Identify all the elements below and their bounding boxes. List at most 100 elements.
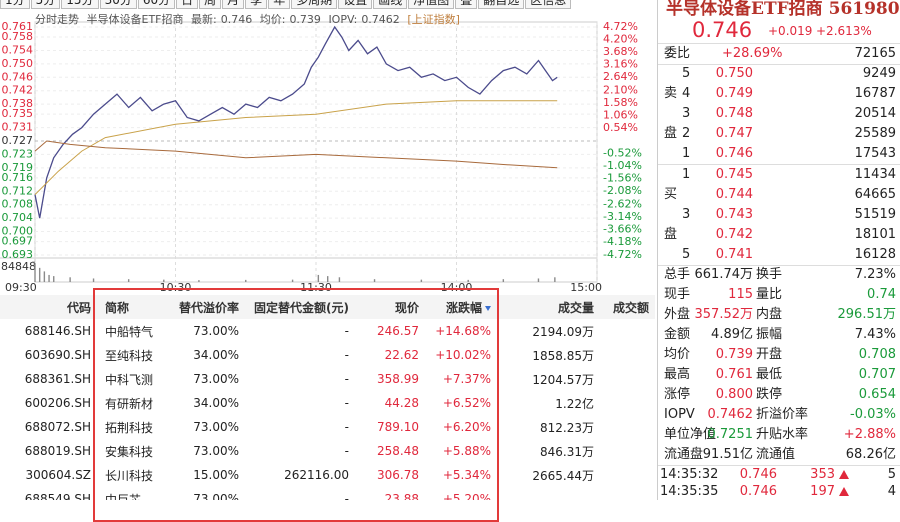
toolbar-tab[interactable]: 翻自选 bbox=[478, 0, 525, 9]
level: 5 bbox=[682, 247, 691, 262]
stat-value: 0.739 bbox=[715, 347, 753, 362]
volume-bar bbox=[502, 279, 505, 282]
toolbar-tab[interactable]: 区信息 bbox=[525, 0, 572, 9]
stat-row: 外盘 357.52万 内盘 296.51万 bbox=[658, 305, 900, 325]
cell: 44.28 bbox=[384, 396, 419, 410]
table-row[interactable]: 688361.SH 中科飞测 73.00% - 358.99 +7.37% 1204.57万 bbox=[0, 367, 655, 391]
cell: 812.23万 bbox=[540, 420, 594, 435]
order-volume: 20514 bbox=[854, 106, 896, 121]
trade-row: 14:35:32 0.746 353 5 bbox=[658, 465, 900, 485]
order-volume: 64665 bbox=[854, 187, 896, 202]
stat-value: 296.51万 bbox=[837, 307, 897, 322]
table-row[interactable]: 688019.SH 安集科技 73.00% - 258.48 +5.88% 846.31万 bbox=[0, 439, 655, 463]
toolbar-tab[interactable]: 日 bbox=[176, 0, 199, 9]
order-price: 0.747 bbox=[715, 126, 753, 141]
stat-value: 0.7251 bbox=[707, 427, 754, 442]
cell: +5.34% bbox=[442, 468, 491, 482]
toolbar-tab[interactable]: 60分 bbox=[137, 0, 176, 9]
latest: 0.746 bbox=[220, 13, 253, 26]
volume-bar bbox=[554, 277, 556, 282]
y2-tick-label: -4.18% bbox=[603, 235, 642, 248]
volume-bar bbox=[245, 279, 247, 282]
sort-icon bbox=[485, 305, 491, 311]
trade-row: 14:35:35 0.746 197 4 bbox=[658, 482, 900, 502]
toolbar-tab[interactable]: 设置 bbox=[338, 0, 373, 9]
change-pct: +2.613% bbox=[816, 24, 872, 38]
y-tick-label: 0.731 bbox=[2, 121, 34, 134]
order-volume: 9249 bbox=[862, 66, 896, 81]
stat-value: +2.88% bbox=[843, 427, 896, 442]
y2-tick-label: -4.72% bbox=[603, 248, 642, 261]
y2-tick-label: -3.14% bbox=[603, 210, 642, 223]
stat-label: 开盘 bbox=[756, 347, 783, 362]
toolbar-tab[interactable]: 年 bbox=[268, 0, 291, 9]
volume-bar bbox=[53, 276, 55, 282]
column-header: 替代溢价率 bbox=[160, 295, 245, 319]
table-row[interactable]: 688549.SH 中巨芯 73.00% - 23.88 +5.20% bbox=[0, 487, 655, 500]
y-tick-label: 0.727 bbox=[2, 134, 34, 147]
toolbar-tab[interactable]: 1分 bbox=[0, 0, 30, 9]
cell: 拓荆科技 bbox=[105, 420, 154, 435]
stat-label: 涨停 bbox=[664, 387, 691, 402]
toolbar-tab[interactable]: 5分 bbox=[30, 0, 61, 9]
table-row[interactable]: 688072.SH 拓荆科技 73.00% - 789.10 +6.20% 812.23万 bbox=[0, 415, 655, 439]
cell: +14.68% bbox=[435, 324, 491, 338]
latest-label: 最新: bbox=[191, 13, 217, 26]
cell: 262116.00 bbox=[284, 468, 349, 482]
table-row[interactable]: 600206.SH 有研新材 34.00% - 44.28 +6.52% 1.22亿 bbox=[0, 391, 655, 415]
volume-bar bbox=[198, 280, 200, 282]
stat-row: 总手 661.74万 换手 7.23% bbox=[658, 265, 900, 285]
toolbar-tab[interactable]: 叠 bbox=[455, 0, 478, 9]
toolbar-tab[interactable]: 净值图 bbox=[408, 0, 455, 9]
order-price: 0.745 bbox=[715, 167, 753, 182]
iopv-label: IOPV: bbox=[328, 13, 358, 26]
cell: 22.62 bbox=[384, 348, 419, 362]
level: 3 bbox=[682, 207, 691, 222]
y2-tick-label: -1.56% bbox=[603, 172, 642, 185]
stat-label: 均价 bbox=[664, 347, 691, 362]
y2-tick-label: 3.16% bbox=[603, 58, 638, 71]
toolbar-tab[interactable]: 30分 bbox=[99, 0, 137, 9]
volume-tick-label: 84848 bbox=[1, 260, 36, 273]
toolbar-tab[interactable]: 多周期 bbox=[291, 0, 338, 9]
column-header: 涨跌幅 bbox=[425, 295, 497, 319]
stat-value: 68.26亿 bbox=[845, 447, 896, 462]
level: 1 bbox=[682, 167, 691, 182]
cell: 1858.85万 bbox=[532, 348, 594, 363]
cell: 至纯科技 bbox=[105, 348, 154, 363]
table-row[interactable]: 300604.SZ 长川科技 15.00% 262116.00 306.78 +5.34%… bbox=[0, 463, 655, 487]
toolbar-tab[interactable]: 画线 bbox=[373, 0, 408, 9]
cell: 688019.SH bbox=[24, 444, 91, 458]
toolbar-tab[interactable]: 周 bbox=[199, 0, 222, 9]
stat-value: 0.74 bbox=[867, 287, 896, 302]
y-tick-label: 0.746 bbox=[2, 70, 34, 83]
toolbar-tab[interactable]: 月 bbox=[222, 0, 245, 9]
toolbar-tab[interactable]: 季 bbox=[245, 0, 268, 9]
trade-count: 4 bbox=[887, 484, 896, 499]
cell: 73.00% bbox=[193, 492, 239, 500]
order-volume: 11434 bbox=[854, 167, 896, 182]
ratio-volume: 72165 bbox=[854, 46, 896, 61]
stat-row: 流通盘 91.51亿 流通值 68.26亿 bbox=[658, 445, 900, 465]
up-arrow-icon bbox=[839, 470, 849, 479]
order-price: 0.750 bbox=[715, 66, 753, 81]
y-tick-label: 0.697 bbox=[2, 235, 34, 248]
table-row[interactable]: 688146.SH 中船特气 73.00% - 246.57 +14.68% 2194.09… bbox=[0, 319, 655, 343]
table-row[interactable]: 603690.SH 至纯科技 34.00% - 22.62 +10.02% 1858.85万 bbox=[0, 343, 655, 367]
order-price: 0.749 bbox=[715, 86, 753, 101]
price: 0.746 bbox=[692, 18, 753, 42]
toolbar-tab[interactable]: 15分 bbox=[61, 0, 99, 9]
y-tick-label: 0.700 bbox=[2, 225, 34, 238]
stat-label: 振幅 bbox=[756, 327, 783, 342]
cell: - bbox=[344, 492, 349, 500]
level: 2 bbox=[682, 126, 691, 141]
series-line bbox=[34, 100, 558, 195]
cell: 688072.SH bbox=[24, 420, 91, 434]
sell-row: 盘 2 0.747 25589 bbox=[658, 124, 900, 144]
order-volume: 25589 bbox=[854, 126, 896, 141]
order-price: 0.743 bbox=[715, 207, 753, 222]
order-volume: 18101 bbox=[854, 227, 896, 242]
order-price: 0.742 bbox=[715, 227, 753, 242]
index-link[interactable]: [上证指数] bbox=[407, 13, 460, 26]
price-row: 0.746 +0.019 +2.613% bbox=[658, 18, 900, 44]
